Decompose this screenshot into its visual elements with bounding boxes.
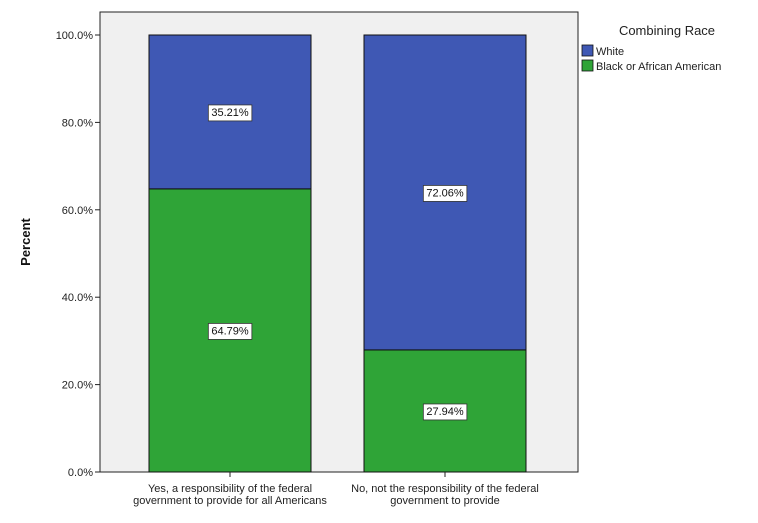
legend-swatch xyxy=(581,59,594,72)
data-labels: 64.79% 35.21% 27.94% 72.06% xyxy=(207,104,468,421)
data-label-box xyxy=(207,323,253,340)
y-axis-label: Percent xyxy=(18,217,33,265)
y-tick-label: 20.0% xyxy=(62,380,93,392)
legend-swatch xyxy=(581,44,594,57)
data-label-box xyxy=(422,185,468,202)
data-label-text: 64.79% xyxy=(211,325,249,337)
x-category-label: Yes, a responsibility of the federal gove… xyxy=(133,483,327,507)
data-label: 35.21% xyxy=(207,104,253,122)
legend: Combining Race White Black or African Ame… xyxy=(581,23,721,73)
y-tick-label: 100.0% xyxy=(56,30,94,42)
legend-item: White xyxy=(581,44,624,58)
y-tick-label: 40.0% xyxy=(62,292,93,304)
x-category-label: No, not the responsibility of the federa… xyxy=(351,483,539,507)
y-axis: 0.0% 20.0% 40.0% 60.0% 80.0% 100.0% xyxy=(56,30,100,479)
data-label-text: 35.21% xyxy=(211,107,249,119)
data-label-box xyxy=(207,104,253,122)
y-tick-label: 80.0% xyxy=(62,117,93,129)
y-tick-label: 0.0% xyxy=(68,467,93,479)
data-label: 64.79% xyxy=(207,323,253,340)
data-label-text: 27.94% xyxy=(426,406,464,418)
legend-label: White xyxy=(596,46,624,58)
data-label-text: 72.06% xyxy=(426,187,464,199)
legend-title: Combining Race xyxy=(619,23,715,38)
legend-label: Black or African American xyxy=(596,61,721,73)
x-axis: Yes, a responsibility of the federal gove… xyxy=(133,472,539,507)
data-label-box xyxy=(422,403,468,421)
data-label: 27.94% xyxy=(422,403,468,421)
legend-item: Black or African American xyxy=(581,59,721,73)
y-tick-label: 60.0% xyxy=(62,205,93,217)
data-label: 72.06% xyxy=(422,185,468,202)
